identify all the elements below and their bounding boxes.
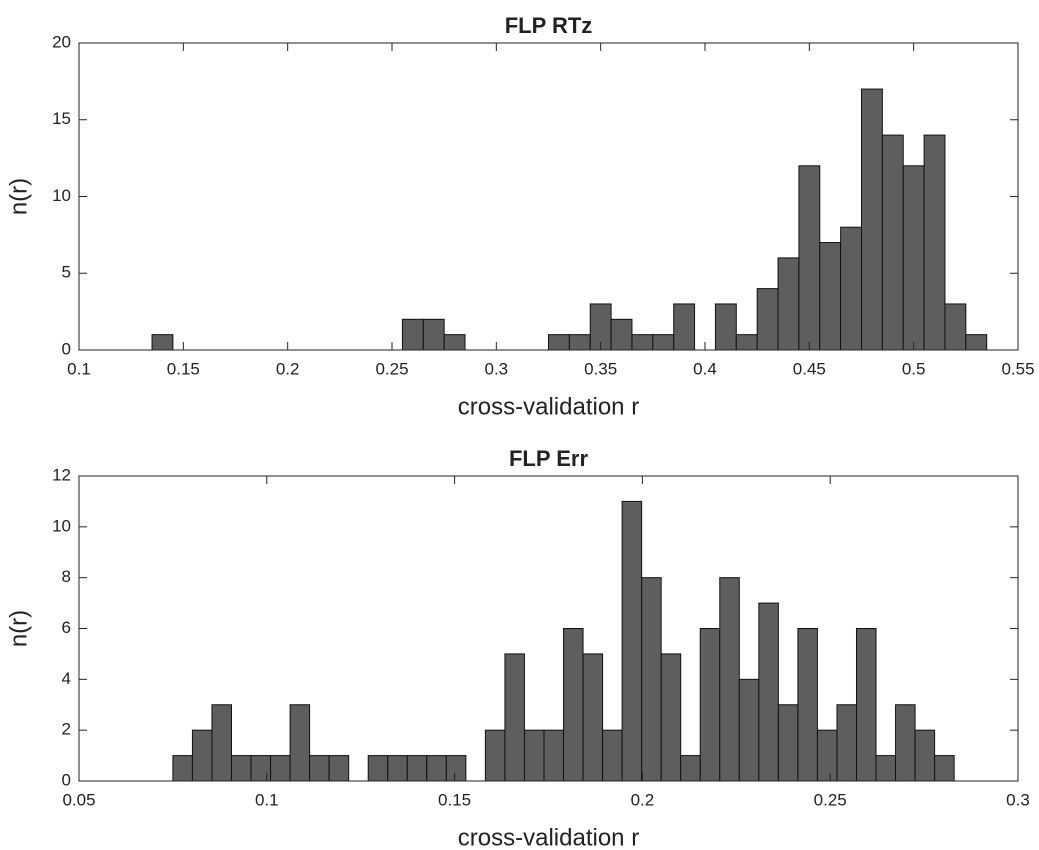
chart-title: FLP RTz	[505, 13, 593, 38]
y-tick-label: 0	[62, 770, 71, 789]
bar	[602, 729, 623, 782]
bar	[673, 303, 696, 351]
x-tick-label: 0.2	[631, 790, 655, 809]
bar	[699, 628, 721, 782]
bar	[934, 755, 955, 782]
y-tick-label: 4	[62, 669, 71, 688]
bar	[923, 134, 946, 351]
y-tick-label: 6	[62, 618, 71, 637]
y-tick-label: 0	[62, 339, 71, 358]
bar	[738, 678, 760, 782]
bar	[230, 755, 252, 782]
bar	[798, 165, 821, 351]
bar	[568, 334, 591, 351]
bar	[680, 755, 701, 782]
bar	[406, 755, 428, 782]
x-tick-label: 0.3	[1006, 790, 1030, 809]
x-tick-label: 0.3	[485, 359, 509, 378]
x-tick-label: 0.05	[62, 790, 95, 809]
bar	[621, 500, 643, 782]
x-tick-label: 0.45	[793, 359, 826, 378]
bar	[270, 755, 291, 782]
bar	[714, 303, 737, 351]
bar	[172, 755, 193, 782]
x-tick-label: 0.25	[375, 359, 408, 378]
y-tick-label: 20	[52, 32, 71, 51]
bar	[881, 134, 904, 351]
bar	[211, 704, 232, 782]
bar	[631, 334, 654, 351]
y-axis-label: n(r)	[5, 178, 32, 215]
bar	[445, 755, 467, 782]
bar	[641, 577, 662, 782]
bar	[151, 334, 174, 351]
x-tick-label: 0.15	[167, 359, 200, 378]
bar	[816, 729, 838, 782]
bar	[914, 729, 936, 782]
bar	[422, 318, 445, 351]
x-tick-label: 0.35	[584, 359, 617, 378]
bar	[758, 602, 779, 782]
bar	[426, 755, 447, 782]
bar	[367, 755, 389, 782]
bar	[819, 242, 842, 351]
chart-title: FLP Err	[509, 446, 589, 471]
bar	[328, 755, 350, 782]
bar	[777, 704, 799, 782]
bar	[484, 729, 506, 782]
bar	[660, 653, 682, 782]
bar	[861, 88, 883, 351]
bar	[855, 628, 877, 782]
x-tick-label: 0.5	[902, 359, 926, 378]
y-axis-label: n(r)	[5, 610, 32, 647]
bar	[756, 288, 779, 351]
bar	[735, 334, 758, 351]
bar	[523, 729, 545, 782]
bar	[777, 257, 800, 351]
bar	[289, 704, 311, 782]
bar	[401, 318, 424, 351]
bar	[840, 226, 863, 351]
bar	[563, 628, 584, 782]
y-tick-label: 8	[62, 567, 71, 586]
bar	[652, 334, 675, 351]
bar	[797, 628, 818, 782]
y-tick-label: 2	[62, 720, 71, 739]
bar	[250, 755, 272, 782]
bar	[443, 334, 466, 351]
bar	[309, 755, 330, 782]
bar	[902, 165, 925, 351]
x-tick-label: 0.15	[438, 790, 471, 809]
bar	[875, 755, 897, 782]
bar	[504, 653, 525, 782]
bar	[965, 334, 988, 351]
x-tick-label: 0.55	[1001, 359, 1034, 378]
x-tick-label: 0.25	[814, 790, 847, 809]
y-tick-label: 5	[62, 263, 71, 282]
x-tick-label: 0.1	[255, 790, 279, 809]
bar	[582, 653, 604, 782]
bar	[610, 318, 633, 351]
x-tick-label: 0.1	[67, 359, 91, 378]
bar	[548, 334, 570, 351]
bar	[719, 577, 740, 782]
bar	[191, 729, 213, 782]
bar	[944, 303, 967, 351]
bar	[387, 755, 408, 782]
y-tick-label: 10	[52, 186, 71, 205]
bar	[543, 729, 565, 782]
x-tick-label: 0.2	[276, 359, 300, 378]
y-tick-label: 15	[52, 109, 71, 128]
x-tick-label: 0.4	[693, 359, 717, 378]
x-axis-label: cross-validation r	[458, 393, 639, 420]
x-axis-label: cross-validation r	[458, 824, 639, 850]
y-tick-label: 12	[52, 465, 71, 484]
bar	[836, 704, 857, 782]
bar	[895, 704, 916, 782]
y-tick-label: 10	[52, 516, 71, 535]
